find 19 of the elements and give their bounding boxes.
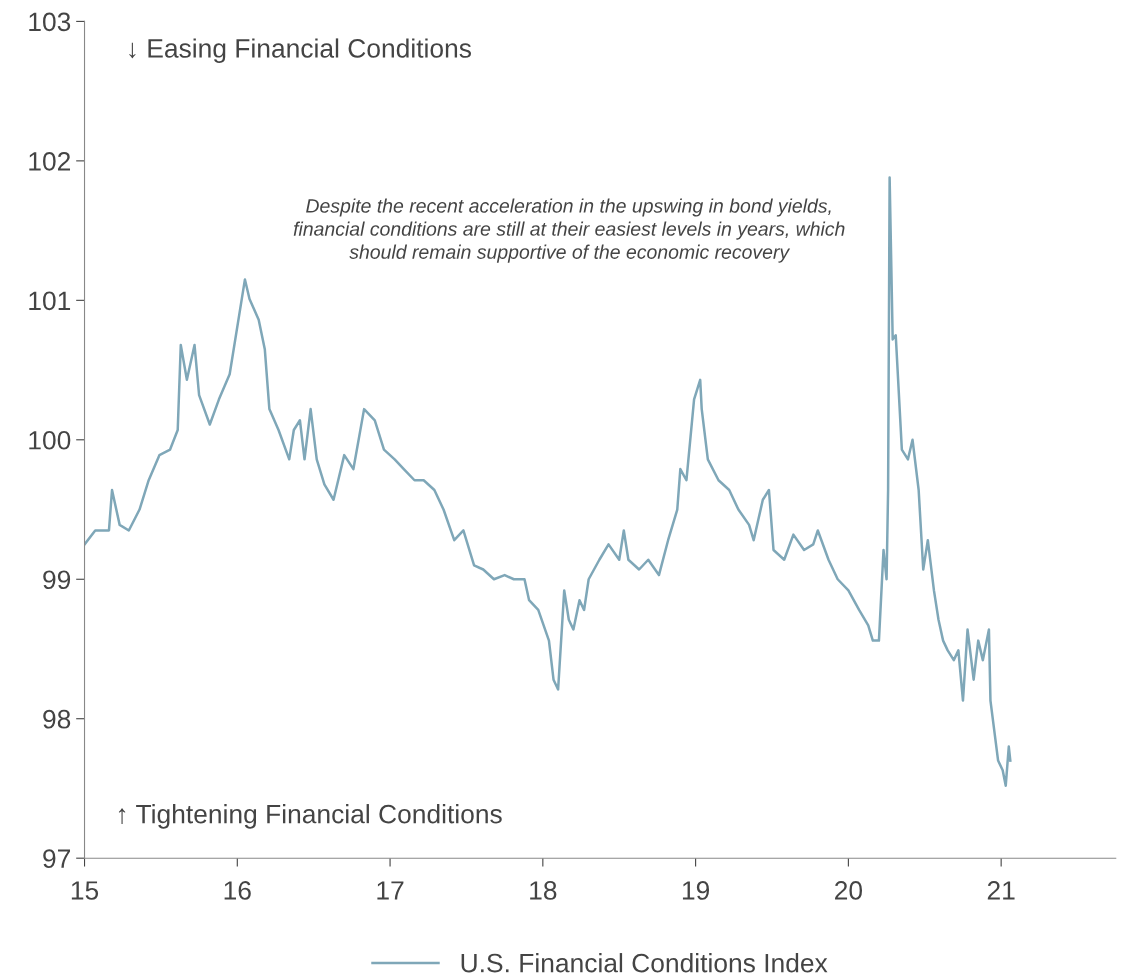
x-tick-label: 19	[682, 881, 710, 900]
y-tick-label: 99	[43, 570, 71, 590]
y-tick-label: 98	[43, 709, 71, 729]
x-tick-label: 17	[377, 881, 404, 900]
y-tick-label: 102	[29, 152, 71, 171]
legend-label: U.S. Financial Conditions Index	[461, 953, 828, 973]
annotation: ↓ Easing Financial Conditions	[129, 38, 471, 63]
y-tick-label: 101	[29, 291, 71, 311]
y-tick-label: 100	[29, 430, 71, 450]
x-tick-label: 15	[71, 881, 99, 900]
annotation: Despite the recent acceleration in the upswing in bond yields, financial conditions are still at their easiest levels in years, which should remain supportive of the economic recovery	[293, 198, 845, 263]
y-tick-label: 97	[43, 849, 71, 869]
x-tick-label: 21	[987, 881, 1015, 900]
line-series	[84, 176, 1012, 787]
annotation: ↑ Tightening Financial Conditions	[118, 804, 502, 829]
x-tick-label: 20	[835, 881, 863, 900]
y-tick-label: 103	[29, 12, 71, 32]
x-tick-label: 18	[530, 881, 557, 900]
x-tick-label: 16	[224, 881, 251, 900]
